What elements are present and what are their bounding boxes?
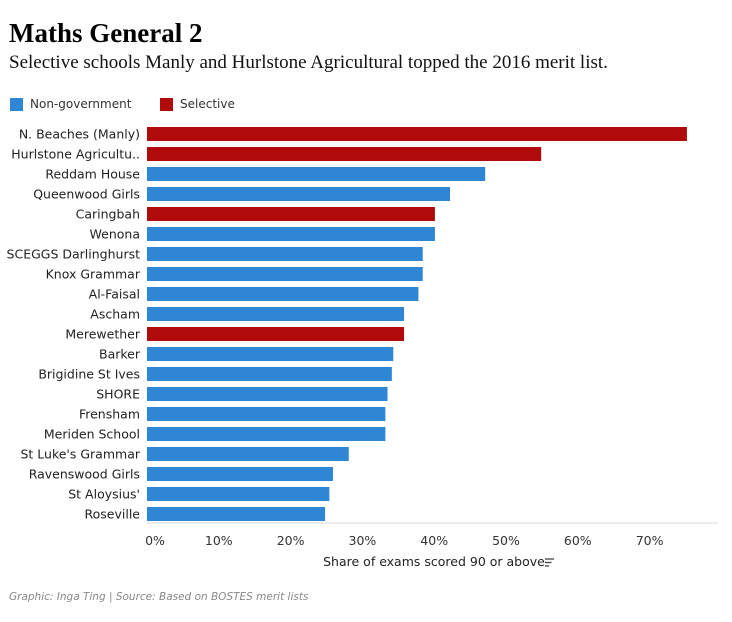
bar-3[interactable] [147, 187, 450, 201]
sort-icon[interactable] [545, 558, 554, 567]
legend-item-selective[interactable]: Selective [160, 96, 235, 112]
legend-label-non-government: Non-government [30, 97, 132, 111]
bar-15[interactable] [147, 427, 386, 441]
legend-swatch-selective [160, 97, 173, 111]
category-label: N. Beaches (Manly) [19, 127, 140, 142]
bar-8[interactable] [147, 287, 419, 301]
category-label: SCEGGS Darlinghurst [7, 247, 141, 262]
bar-18[interactable] [147, 487, 330, 501]
category-label: Al-Faisal [89, 287, 140, 302]
category-label: Queenwood Girls [33, 187, 140, 202]
bars-layer [147, 127, 687, 521]
x-tick-label: 50% [492, 533, 520, 548]
x-axis-ticks: 0% 10% 20% 30% 40% 50% 60% 70% [145, 533, 664, 548]
category-label: Hurlstone Agricultu.. [11, 147, 140, 162]
category-label: St Aloysius' [68, 487, 140, 502]
x-tick-label: 20% [277, 533, 305, 548]
x-tick-label: 70% [636, 533, 664, 548]
x-axis-title: Share of exams scored 90 or above [323, 554, 545, 569]
category-label: Brigidine St Ives [38, 367, 140, 382]
category-label: Knox Grammar [46, 267, 141, 282]
category-label: Roseville [85, 507, 141, 522]
category-label: Caringbah [76, 207, 140, 222]
legend-label-selective: Selective [180, 97, 235, 111]
chart-title: Maths General 2 [9, 18, 203, 48]
bar-13[interactable] [147, 387, 388, 401]
category-label: Wenona [90, 227, 140, 242]
bar-1[interactable] [147, 147, 542, 161]
x-tick-label: 10% [205, 533, 233, 548]
category-labels: N. Beaches (Manly) Hurlstone Agricultu.. R… [7, 127, 141, 522]
bar-7[interactable] [147, 267, 423, 281]
bar-11[interactable] [147, 347, 394, 361]
bar-16[interactable] [147, 447, 349, 461]
bar-0[interactable] [147, 127, 687, 141]
chart-subtitle: Selective schools Manly and Hurlstone Ag… [9, 52, 608, 73]
x-tick-label: 40% [420, 533, 448, 548]
category-label: St Luke's Grammar [20, 447, 140, 462]
bar-14[interactable] [147, 407, 386, 421]
legend-swatch-non-government [10, 97, 23, 111]
legend-item-non-government[interactable]: Non-government [10, 96, 131, 112]
bar-5[interactable] [147, 227, 435, 241]
category-label: Ascham [90, 307, 140, 322]
category-label: Meriden School [44, 427, 140, 442]
bar-19[interactable] [147, 507, 326, 521]
category-label: Ravenswood Girls [29, 467, 140, 482]
bar-9[interactable] [147, 307, 405, 321]
bar-10[interactable] [147, 327, 405, 341]
bar-12[interactable] [147, 367, 392, 381]
bar-6[interactable] [147, 247, 423, 261]
source-footer: Graphic: Inga Ting | Source: Based on BO… [9, 591, 309, 603]
category-label: Reddam House [45, 167, 140, 182]
x-tick-label: 60% [564, 533, 592, 548]
category-label: Barker [99, 347, 141, 362]
x-tick-label: 0% [145, 533, 165, 548]
category-label: Merewether [65, 327, 140, 342]
x-tick-label: 30% [349, 533, 377, 548]
category-label: Frensham [79, 407, 140, 422]
bar-2[interactable] [147, 167, 486, 181]
bar-17[interactable] [147, 467, 333, 481]
bar-4[interactable] [147, 207, 435, 221]
category-label: SHORE [96, 387, 140, 402]
